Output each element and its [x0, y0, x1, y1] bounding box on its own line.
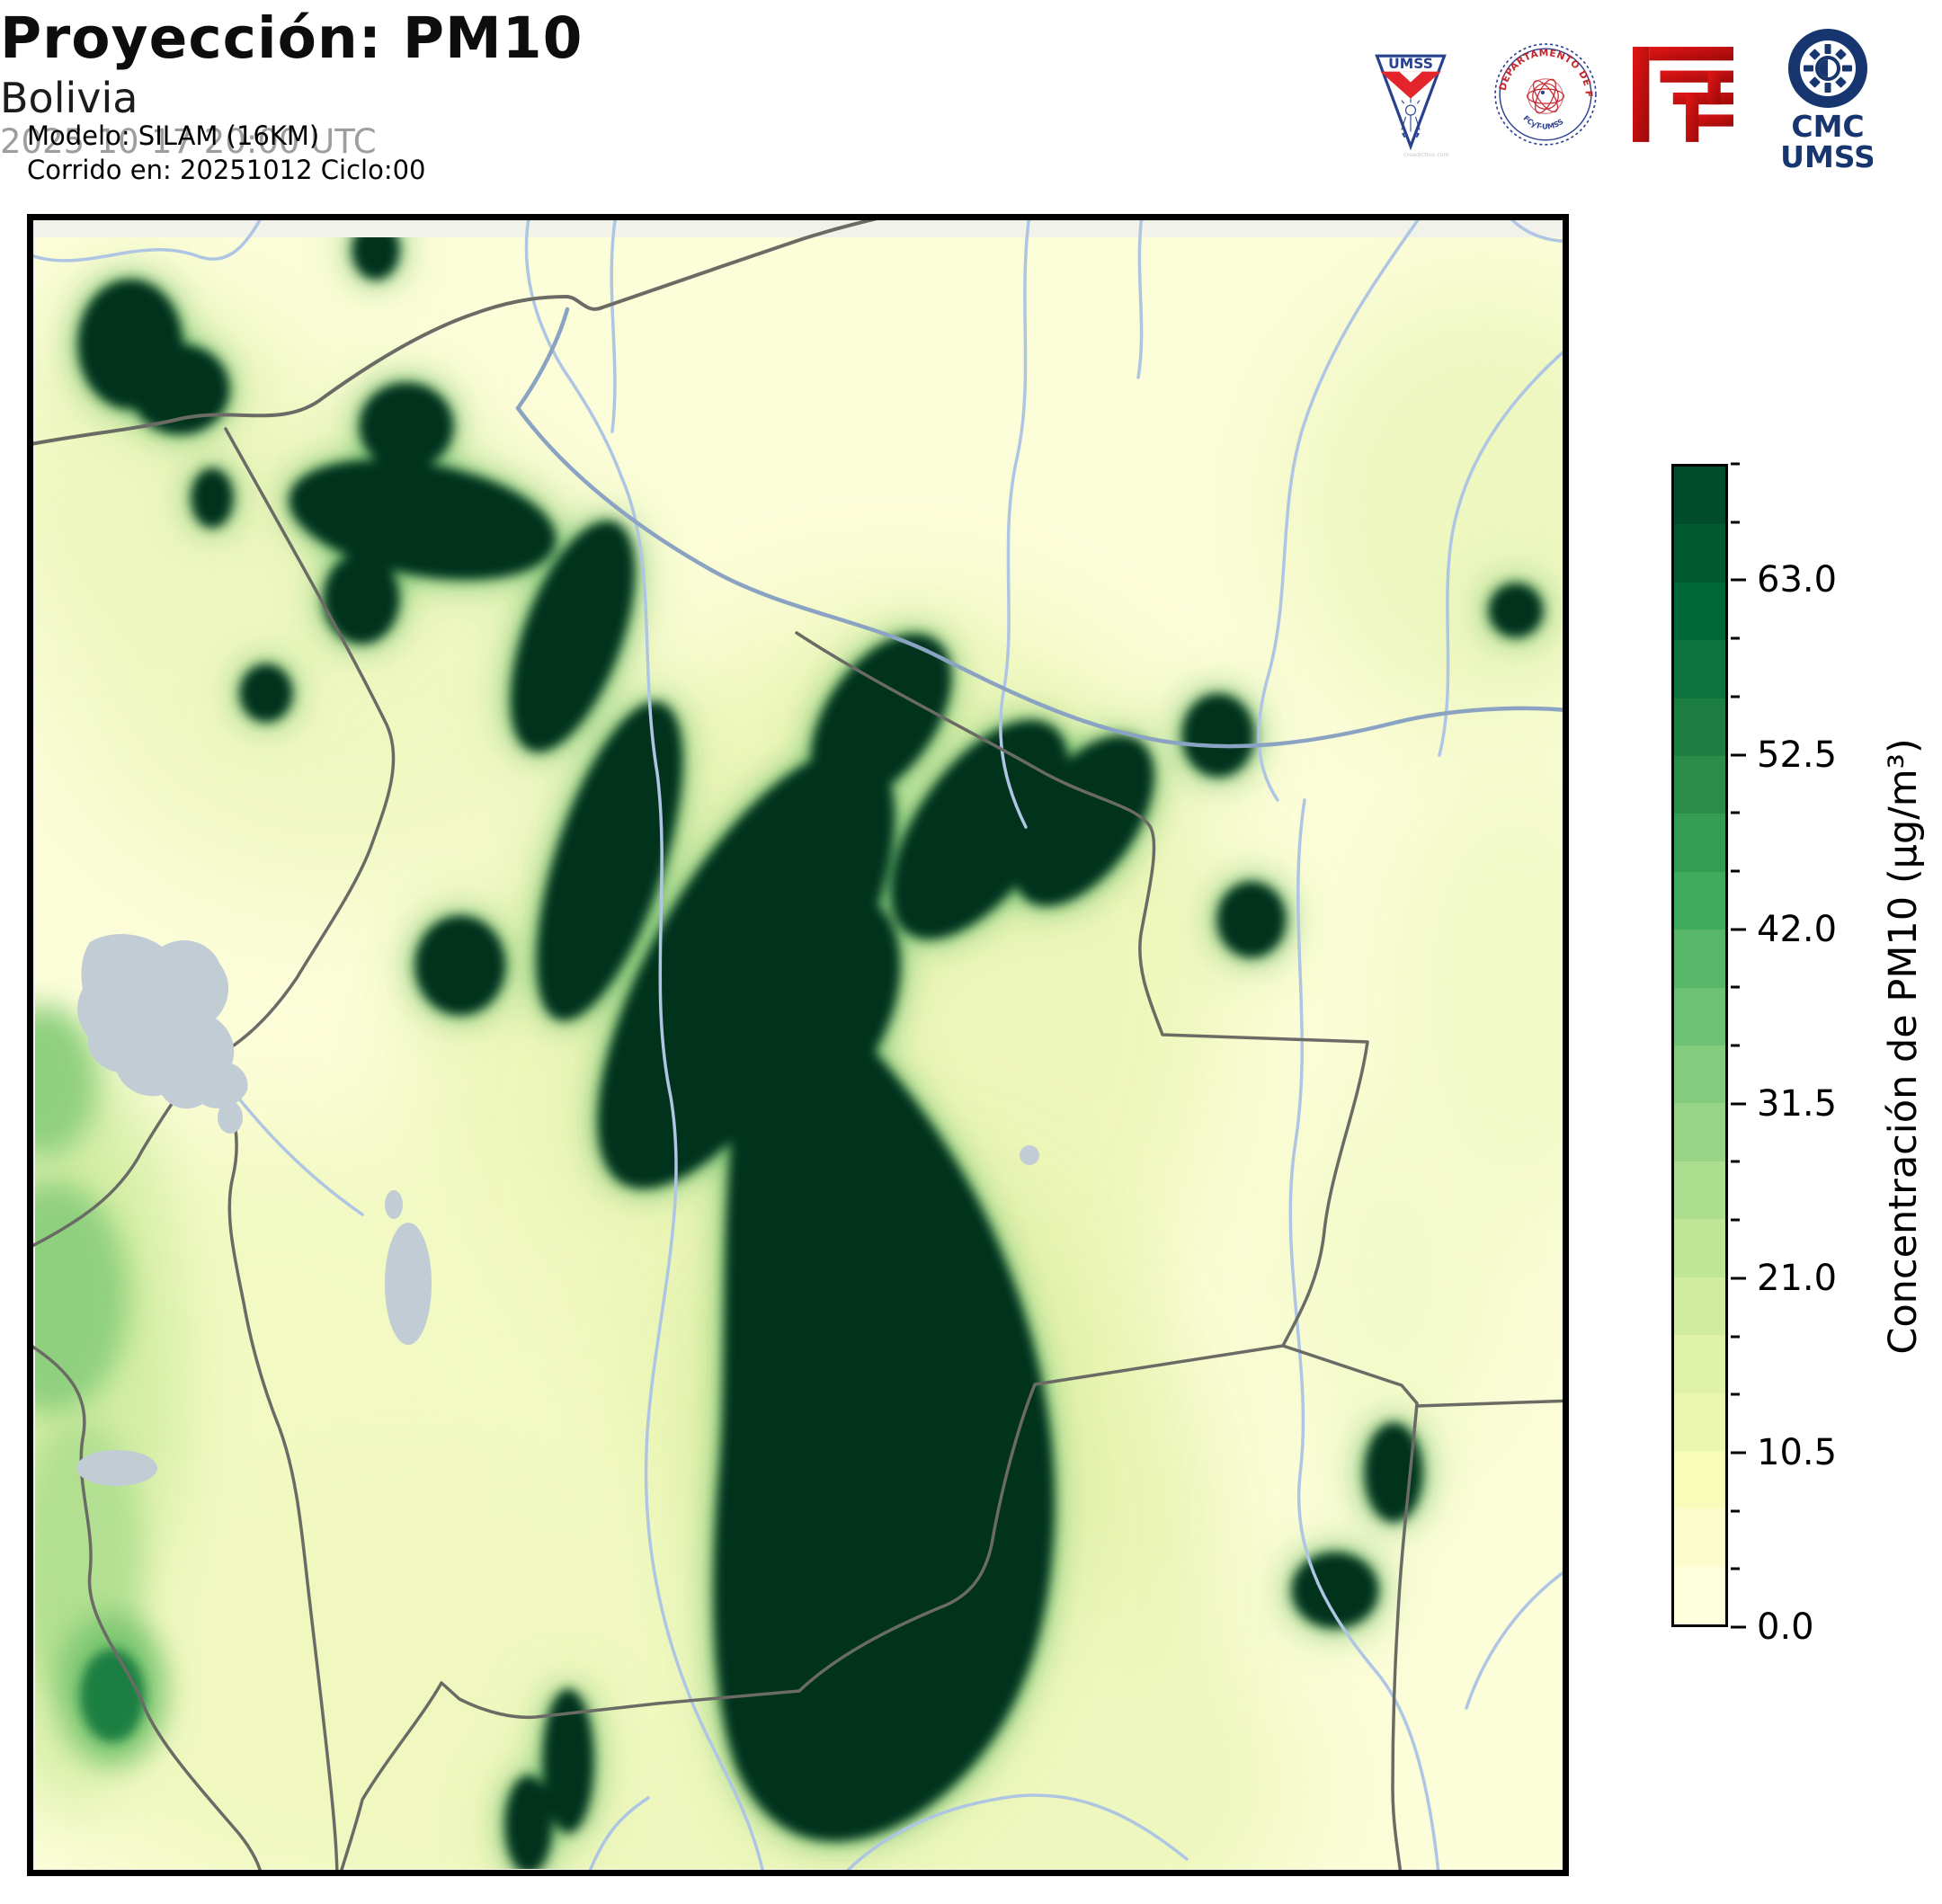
colorbar-segment: [1674, 1566, 1725, 1625]
model-run-line: Corrido en: 20251012 Ciclo:00: [27, 155, 426, 185]
colorbar-minor-tick: [1731, 1218, 1740, 1222]
borders-layer: [27, 214, 1569, 1876]
colorbar-segment: [1674, 987, 1725, 1046]
colorbar-minor-tick: [1731, 462, 1740, 466]
colorbar-minor-tick: [1731, 695, 1740, 698]
pennant-emblem-icon: [1401, 98, 1421, 138]
colorbar-segment: [1674, 1450, 1725, 1509]
colorbar-major-tick: [1731, 1451, 1746, 1455]
colorbar-ticks: 0.0 10.5 21.0 31.5 42.0 52.5 63.0: [1728, 462, 1942, 1648]
colorbar-minor-tick: [1731, 1044, 1740, 1047]
pennant-white-notch-icon: [1399, 71, 1422, 83]
map-frame: [27, 214, 1569, 1876]
colorbar-segment: [1674, 1508, 1725, 1567]
fcyt-red-logo: [1633, 47, 1733, 142]
colorbar-major-tick: [1731, 1625, 1746, 1629]
colorbar-minor-tick: [1731, 636, 1740, 640]
colorbar-segment: [1674, 871, 1725, 930]
cmc-lens-ring-icon: [1815, 56, 1840, 81]
colorbar-segment: [1674, 1161, 1725, 1220]
cmc-text: CMC: [1791, 109, 1864, 144]
colorbar-tick-label: 52.5: [1757, 734, 1838, 776]
model-metadata: Modelo: SILAM (16KM) Corrido en: 2025101…: [27, 119, 426, 187]
bolivia-pm10-map: [27, 214, 1569, 1876]
model-name-line: Modelo: SILAM (16KM): [27, 120, 320, 151]
cmc-sun-rays-icon: [1804, 44, 1852, 93]
colorbar-segment: [1674, 698, 1725, 757]
colorbar-minor-tick: [1731, 869, 1740, 873]
red-maze-bars-icon: [1633, 47, 1733, 142]
physics-department-seal-logo: DEPARTAMENTO DE FÍSICA FCyT-UMSS: [1491, 40, 1597, 146]
lake-small: [385, 1223, 432, 1345]
colorbar-major-tick: [1731, 928, 1746, 931]
colorbar-segment: [1674, 1392, 1725, 1451]
colorbar-minor-tick: [1731, 1509, 1740, 1513]
colorbar-tick-label: 42.0: [1757, 908, 1838, 950]
colorbar-tick-label: 0.0: [1757, 1606, 1814, 1648]
colorbar-segment: [1674, 1277, 1725, 1336]
rivers-layer: [27, 214, 1569, 1876]
colorbar-minor-tick: [1731, 1335, 1740, 1338]
pennant-watermark: creadictivo.com: [1403, 151, 1449, 158]
colorbar-minor-tick: [1731, 520, 1740, 524]
page-subtitle: Bolivia: [0, 74, 138, 122]
colorbar-tick-label: 10.5: [1757, 1431, 1838, 1473]
colorbar-segment: [1674, 467, 1725, 525]
colorbar-segment: [1674, 524, 1725, 583]
colorbar-major-tick: [1731, 753, 1746, 756]
cmc-umss-logo: CMC UMSS: [1783, 29, 1873, 173]
seal-spiral-globe-icon: [1527, 78, 1564, 114]
colorbar-segment: [1674, 756, 1725, 814]
umss-pennant-logo: UMSS creadictivo.com: [1375, 54, 1449, 158]
colorbar-major-tick: [1731, 1277, 1746, 1280]
colorbar-segment: [1674, 1103, 1725, 1161]
colorbar-segment: [1674, 582, 1725, 641]
colorbar-minor-tick: [1731, 811, 1740, 814]
colorbar-tick-label: 63.0: [1757, 559, 1838, 601]
colorbar-segment: [1674, 1335, 1725, 1393]
colorbar-major-tick: [1731, 578, 1746, 582]
colorbar-segment: [1674, 1045, 1725, 1104]
colorbar-tick-label: 31.5: [1757, 1082, 1838, 1125]
colorbar-minor-tick: [1731, 1392, 1740, 1396]
lakes-layer: [76, 933, 1039, 1486]
colorbar-segment: [1674, 814, 1725, 872]
colorbar-segment: [1674, 640, 1725, 698]
colorbar-minor-tick: [1731, 1567, 1740, 1570]
colorbar-segment: [1674, 1219, 1725, 1277]
lake-large: [77, 933, 248, 1109]
cmc-lens-half-icon: [1819, 59, 1828, 77]
colorbar: [1671, 464, 1728, 1627]
colorbar-minor-tick: [1731, 985, 1740, 989]
seal-inner-ring-icon: [1499, 48, 1592, 141]
colorbar-segment: [1674, 930, 1725, 988]
colorbar-axis-label: Concentración de PM10 (µg/m³): [1881, 738, 1926, 1355]
cmc-umss-text: UMSS: [1783, 139, 1873, 173]
pennant-red-triangles-icon: [1380, 71, 1441, 99]
colorbar-major-tick: [1731, 1102, 1746, 1106]
pennant-umss-text: UMSS: [1388, 56, 1433, 72]
forecast-datetime: 2025-10-17 20:00 UTC: [0, 122, 377, 161]
main-river: [515, 307, 1569, 749]
colorbar-minor-tick: [1731, 1160, 1740, 1163]
page-title: Proyección: PM10: [0, 5, 583, 71]
colorbar-tick-label: 21.0: [1757, 1257, 1838, 1299]
